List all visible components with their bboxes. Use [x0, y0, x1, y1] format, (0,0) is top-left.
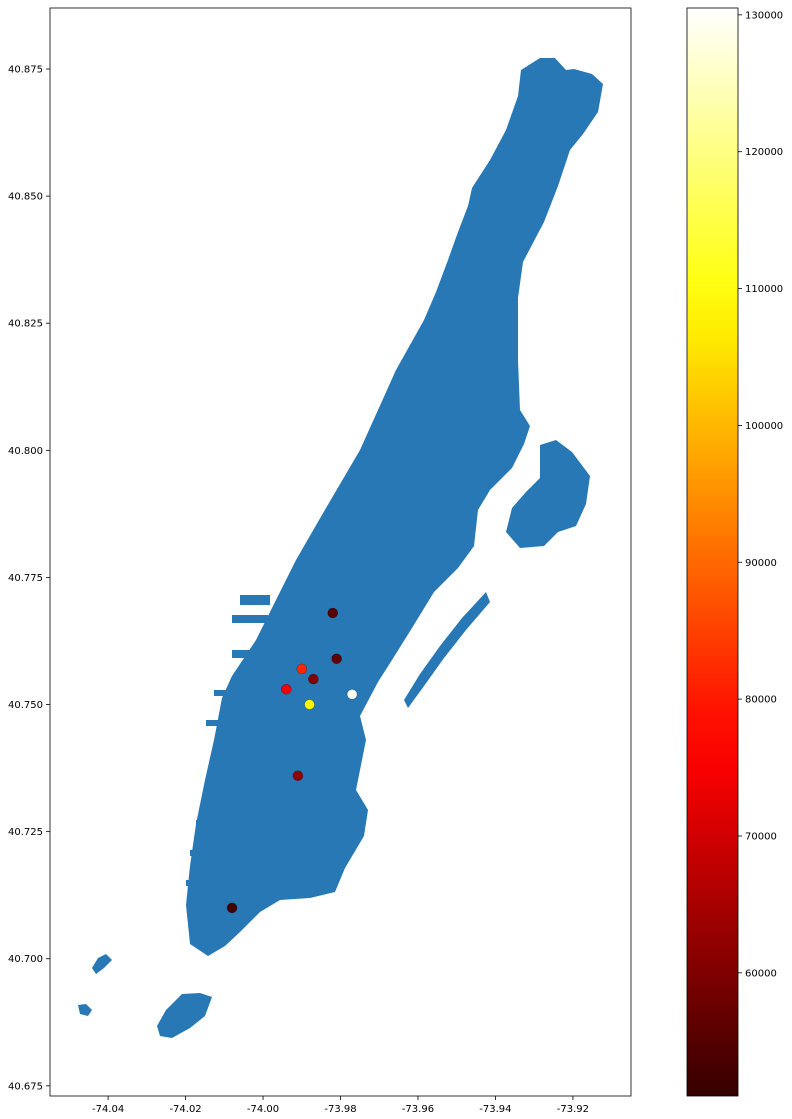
x-tick-label: -74.00: [247, 1104, 279, 1115]
randalls-island: [506, 440, 590, 548]
liberty-island: [78, 1004, 92, 1016]
data-point: [346, 689, 358, 700]
manhattan-landmass: [186, 58, 603, 956]
y-tick-label: 40.700: [8, 954, 43, 965]
x-axis-ticks: -74.04 -74.02 -74.00 -73.98 -73.96 -73.94 -73.…: [92, 1096, 589, 1115]
data-point: [226, 902, 238, 914]
y-axis-ticks: 40.675 40.700 40.725 40.750 40.775 40.800 40.8…: [8, 65, 50, 1092]
map-axes: -74.04 -74.02 -74.00 -73.98 -73.96 -73.94 -73.…: [8, 7, 632, 1115]
points-layer: [226, 607, 358, 914]
colorbar-gradient: [687, 8, 738, 1096]
y-tick-label: 40.825: [8, 319, 43, 330]
y-tick-label: 40.675: [8, 1081, 43, 1092]
roosevelt-island: [404, 592, 490, 708]
colorbar-tick-label: 90000: [745, 558, 777, 569]
colorbar-frame: [686, 7, 739, 1097]
y-tick-label: 40.800: [8, 446, 43, 457]
colorbar-tick-label: 130000: [745, 10, 783, 21]
colorbar-ticks: 60000 70000 80000 90000 100000 110000 120000 13…: [738, 10, 783, 979]
data-point: [327, 607, 339, 619]
ellis-island: [92, 954, 112, 974]
data-point: [280, 683, 292, 695]
west-side-piers: [186, 595, 270, 886]
y-tick-label: 40.725: [8, 827, 43, 838]
y-tick-label: 40.775: [8, 573, 43, 584]
data-point: [331, 653, 342, 665]
y-tick-label: 40.850: [8, 192, 43, 203]
data-point: [308, 673, 319, 685]
colorbar: 60000 70000 80000 90000 100000 110000 120000 13…: [686, 7, 783, 1097]
colorbar-tick-label: 110000: [745, 284, 783, 295]
colorbar-tick-label: 70000: [745, 831, 777, 842]
colorbar-tick-label: 80000: [745, 695, 777, 706]
governors-island: [157, 993, 212, 1038]
x-tick-label: -73.92: [557, 1104, 589, 1115]
x-tick-label: -74.04: [92, 1104, 124, 1115]
colorbar-tick-label: 100000: [745, 421, 783, 432]
y-tick-label: 40.750: [8, 700, 43, 711]
colorbar-tick-label: 120000: [745, 147, 783, 158]
data-point: [304, 699, 315, 710]
x-tick-label: -73.98: [324, 1104, 356, 1115]
data-point: [292, 770, 304, 782]
x-tick-label: -74.02: [169, 1104, 201, 1115]
colorbar-tick-label: 60000: [745, 968, 777, 979]
data-point: [296, 663, 308, 675]
y-tick-label: 40.875: [8, 65, 43, 76]
x-tick-label: -73.96: [402, 1104, 434, 1115]
x-tick-label: -73.94: [479, 1104, 511, 1115]
